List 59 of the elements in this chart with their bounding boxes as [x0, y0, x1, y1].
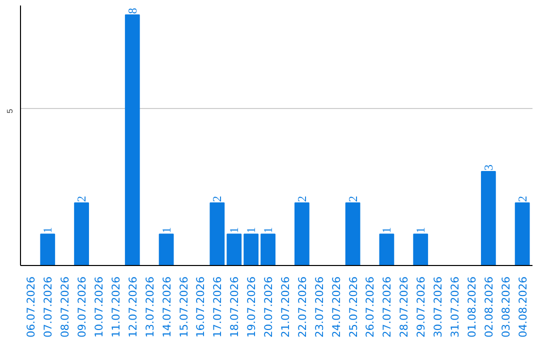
x-tick-label: 16.07.2026 [194, 276, 208, 338]
x-tick-label: 03.08.2026 [499, 276, 512, 338]
data-label: 2 [210, 196, 224, 202]
data-label: 1 [261, 227, 276, 234]
x-tick-label: 27.07.2026 [380, 276, 394, 338]
x-tick-label: 20.07.2026 [262, 276, 276, 338]
bar [379, 234, 394, 266]
x-tick-label: 23.07.2026 [312, 276, 326, 338]
x-tick-label: 30.07.2026 [432, 276, 445, 338]
x-tick-label: 08.07.2026 [58, 276, 72, 338]
x-tick-label: 25.07.2026 [346, 276, 360, 338]
data-label: 2 [515, 196, 530, 202]
bar [260, 234, 276, 266]
bar [158, 234, 174, 266]
x-tick-label: 14.07.2026 [160, 276, 174, 338]
bar [210, 202, 225, 266]
bar [40, 234, 56, 266]
x-tick-label: 21.07.2026 [278, 276, 292, 338]
data-label: 1 [414, 227, 428, 234]
x-tick-label: 04.08.2026 [516, 276, 530, 338]
data-label: 1 [380, 227, 394, 234]
x-tick-label: 11.07.2026 [109, 276, 122, 338]
data-label: 2 [346, 196, 360, 202]
x-tick-label: 22.07.2026 [296, 276, 309, 338]
bar [480, 171, 496, 266]
bar [294, 202, 310, 266]
x-tick-label: 10.07.2026 [92, 276, 106, 338]
bar [244, 234, 259, 266]
x-tick-label: 13.07.2026 [143, 276, 156, 338]
x-tick-label: 02.08.2026 [482, 276, 496, 338]
data-label: 1 [40, 227, 55, 234]
x-tick-label: 19.07.2026 [245, 276, 258, 338]
data-label: 2 [294, 196, 309, 202]
bar [124, 14, 140, 266]
x-tick-label: 31.07.2026 [448, 276, 462, 338]
x-tick-label: 12.07.2026 [126, 276, 140, 338]
data-label: 1 [244, 227, 258, 234]
x-tick-label: 09.07.2026 [76, 276, 89, 338]
data-label: 8 [125, 8, 140, 14]
x-tick-label: 06.07.2026 [24, 276, 38, 338]
bar [413, 234, 428, 266]
x-tick-label: 18.07.2026 [228, 276, 242, 338]
x-tick-label: 28.07.2026 [398, 276, 411, 338]
x-tick-label: 15.07.2026 [177, 276, 190, 338]
data-label: 1 [227, 227, 242, 234]
bar [514, 202, 530, 266]
x-tick-label: 01.08.2026 [465, 276, 478, 338]
bar [345, 202, 360, 266]
x-tick-label: 07.07.2026 [42, 276, 55, 338]
y-tick-label: 5 [6, 108, 14, 114]
x-tick-label: 24.07.2026 [330, 276, 343, 338]
bar [226, 234, 242, 266]
x-tick-label: 17.07.2026 [211, 276, 224, 338]
data-label: 2 [74, 196, 89, 202]
x-tick-label: 29.07.2026 [414, 276, 428, 338]
bar [74, 202, 89, 266]
data-label: 3 [481, 164, 496, 171]
x-tick-label: 26.07.2026 [364, 276, 377, 338]
data-label: 1 [159, 227, 174, 234]
